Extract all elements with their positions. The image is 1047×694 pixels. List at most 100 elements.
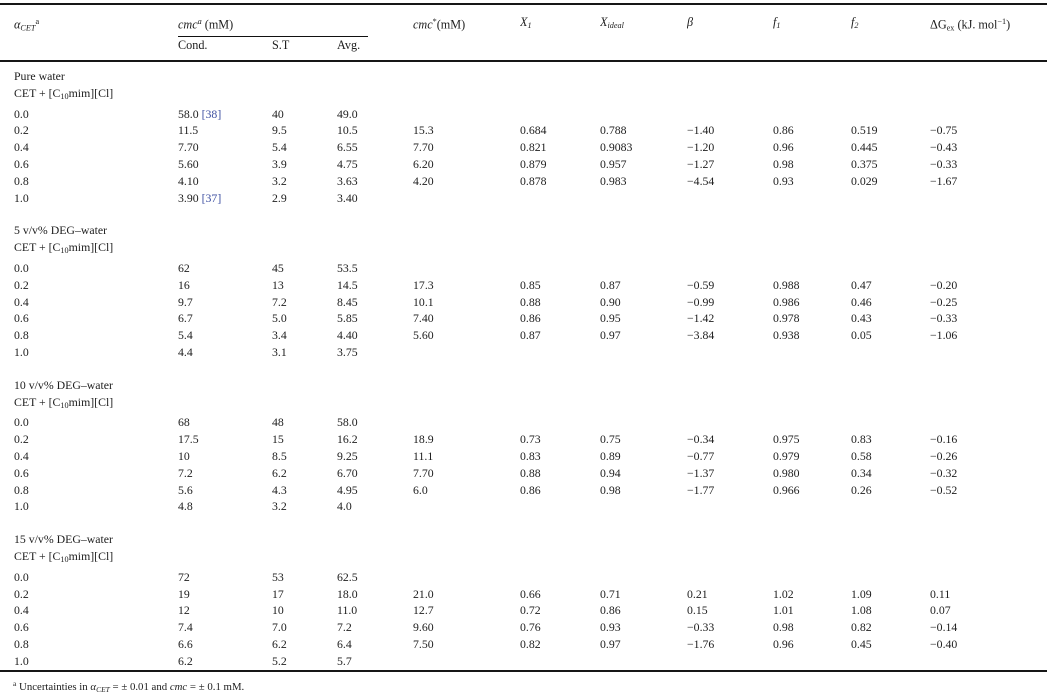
cell-cmc_star xyxy=(413,414,520,431)
table-row: 0.6 5.60 3.9 4.75 6.20 0.879 0.957 −1.27 0.98 0.3… xyxy=(0,156,1047,173)
section-system-row: CET + [C10mim][Cl] xyxy=(0,394,1047,415)
cell-cmc_star: 7.70 xyxy=(413,465,434,480)
cell-cmc_star xyxy=(413,653,520,671)
citation-link[interactable]: [37] xyxy=(201,190,222,205)
cell-dg_ex xyxy=(930,414,1047,431)
table-row: 0.0 72 53 62.5 xyxy=(0,569,1047,586)
cell-dg_ex xyxy=(930,569,1047,586)
cell-cond: 4.8 xyxy=(178,499,193,514)
cell-avg: 7.2 xyxy=(337,620,352,635)
cell-cmc_star xyxy=(413,569,520,586)
cell-x1: 0.88 xyxy=(520,465,541,480)
cell-alpha: 1.0 xyxy=(14,190,29,205)
table-row: 0.2 16 13 14.5 17.3 0.85 0.87 −0.59 0.988 0.47 −0.… xyxy=(0,277,1047,294)
cell-f2: 0.375 xyxy=(851,157,878,172)
cell-x1 xyxy=(520,344,600,361)
col-header-avg: Avg. xyxy=(337,38,361,53)
cell-st: 17 xyxy=(272,586,284,601)
citation-link[interactable]: [38] xyxy=(201,106,222,121)
table-row: 1.0 4.4 3.1 3.75 xyxy=(0,344,1047,361)
cell-alpha: 0.6 xyxy=(14,620,29,635)
cell-dg_ex: −0.16 xyxy=(930,432,958,447)
cell-beta: −0.59 xyxy=(687,277,715,292)
cell-st: 5.0 xyxy=(272,311,287,326)
section-title: Pure water xyxy=(14,69,65,84)
cell-f2 xyxy=(851,190,930,207)
cell-cond: 68 xyxy=(178,415,190,430)
cell-beta: −1.37 xyxy=(687,465,715,480)
cell-alpha: 0.4 xyxy=(14,603,29,618)
mixed-micellization-table: αCETa cmca (mM) cmc*(mM) X1 Xideal β f1 … xyxy=(0,3,1047,672)
col-header-dg-ex: ΔGex (kJ. mol−1) xyxy=(930,17,1011,33)
cell-cond: 58.0 [38] xyxy=(178,106,222,121)
cell-f2: 0.05 xyxy=(851,328,872,343)
cell-st: 15 xyxy=(272,432,284,447)
cell-beta: −0.34 xyxy=(687,432,715,447)
cell-cond: 5.6 xyxy=(178,482,193,497)
cell-f1: 0.96 xyxy=(773,140,794,155)
cell-beta: 0.21 xyxy=(687,586,708,601)
cell-avg: 49.0 xyxy=(337,106,358,121)
table-row: 0.4 12 10 11.0 12.7 0.72 0.86 0.15 1.01 1.08 0.07 xyxy=(0,602,1047,619)
cell-avg: 4.40 xyxy=(337,328,358,343)
section-title-row: 10 v/v% DEG–water xyxy=(0,377,1047,394)
cell-x1: 0.83 xyxy=(520,449,541,464)
cell-alpha: 0.4 xyxy=(14,449,29,464)
cell-x1 xyxy=(520,653,600,671)
section-system-row: CET + [C10mim][Cl] xyxy=(0,548,1047,569)
cell-st: 3.4 xyxy=(272,328,287,343)
cell-st: 7.0 xyxy=(272,620,287,635)
table-row: 1.0 4.8 3.2 4.0 xyxy=(0,498,1047,515)
cell-cond: 72 xyxy=(178,569,190,584)
cell-st: 8.5 xyxy=(272,449,287,464)
cell-cmc_star: 7.70 xyxy=(413,140,434,155)
cell-x_ideal: 0.983 xyxy=(600,173,627,188)
cell-cmc_star xyxy=(413,106,520,123)
cell-x1: 0.879 xyxy=(520,157,547,172)
section-system: CET + [C10mim][Cl] xyxy=(14,549,114,565)
table-row: 0.6 6.7 5.0 5.85 7.40 0.86 0.95 −1.42 0.978 0.43 −… xyxy=(0,310,1047,327)
cell-cond: 11.5 xyxy=(178,123,199,138)
cell-alpha: 0.2 xyxy=(14,586,29,601)
cell-x1 xyxy=(520,498,600,515)
col-header-cmc-group: cmca (mM) xyxy=(178,4,413,38)
cell-dg_ex: −0.33 xyxy=(930,311,958,326)
section-title: 10 v/v% DEG–water xyxy=(14,377,113,392)
cell-alpha: 1.0 xyxy=(14,653,29,668)
cell-beta: −1.27 xyxy=(687,157,715,172)
col-header-cmc-star: cmc*(mM) xyxy=(413,17,466,32)
cell-f2 xyxy=(851,260,930,277)
cell-beta xyxy=(687,569,773,586)
cell-x1: 0.85 xyxy=(520,277,541,292)
cell-f1: 0.986 xyxy=(773,294,800,309)
cell-beta xyxy=(687,106,773,123)
cell-beta: −4.54 xyxy=(687,173,715,188)
cell-x_ideal xyxy=(600,190,687,207)
cell-st: 45 xyxy=(272,261,284,276)
cell-dg_ex: −1.06 xyxy=(930,328,958,343)
cell-f1 xyxy=(773,498,851,515)
cell-cond: 7.2 xyxy=(178,465,193,480)
cell-cond: 6.6 xyxy=(178,637,193,651)
cell-f2 xyxy=(851,106,930,123)
cell-x1 xyxy=(520,260,600,277)
table-row: 0.4 10 8.5 9.25 11.1 0.83 0.89 −0.77 0.979 0.58 −0… xyxy=(0,448,1047,465)
cell-x1: 0.878 xyxy=(520,173,547,188)
cell-cond: 12 xyxy=(178,603,190,618)
section-spacer xyxy=(0,515,1047,531)
cell-beta: 0.15 xyxy=(687,603,708,618)
cell-cmc_star: 11.1 xyxy=(413,449,434,464)
table-footnote: a Uncertainties in αCET = ± 0.01 and cmc… xyxy=(13,678,245,694)
cell-st: 3.2 xyxy=(272,173,287,188)
cell-x_ideal: 0.957 xyxy=(600,157,627,172)
cell-st: 9.5 xyxy=(272,123,287,138)
cell-x_ideal: 0.9083 xyxy=(600,140,633,155)
section-spacer xyxy=(0,206,1047,222)
cell-x1: 0.86 xyxy=(520,482,541,497)
section-system: CET + [C10mim][Cl] xyxy=(14,85,114,101)
cell-alpha: 0.6 xyxy=(14,465,29,480)
cell-avg: 6.4 xyxy=(337,637,352,651)
section-title-row: 15 v/v% DEG–water xyxy=(0,531,1047,548)
cell-beta: −1.42 xyxy=(687,311,715,326)
col-header-cond: Cond. xyxy=(178,38,208,53)
